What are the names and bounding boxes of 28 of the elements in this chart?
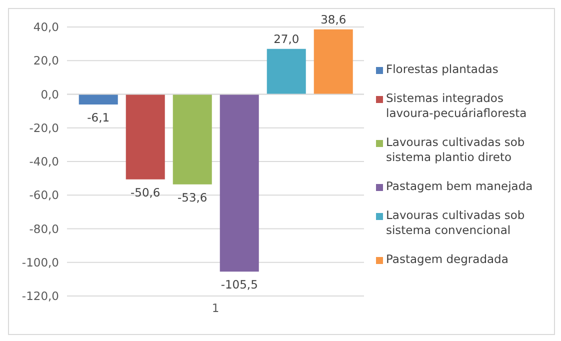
legend-label: Pastagem degradada (386, 252, 508, 267)
data-label: -53,6 (177, 190, 208, 204)
data-label: -50,6 (130, 185, 160, 200)
y-tick-label: 20,0 (33, 54, 59, 68)
legend-label: Florestas plantadas (386, 62, 498, 77)
data-label: -6,1 (87, 110, 110, 125)
x-tick-label: 1 (212, 301, 220, 316)
y-tick-label: -40,0 (29, 154, 59, 169)
y-tick-label: -120,0 (22, 289, 59, 304)
y-tick-label: 0,0 (40, 87, 59, 102)
legend-label: Lavouras cultivadas sob sistema convencional (386, 208, 526, 238)
y-tick-label: 40,0 (33, 20, 59, 34)
y-tick-label: -80,0 (29, 222, 59, 236)
legend-label: Sistemas integrados lavoura-pecuáriafloresta (386, 91, 528, 121)
bar (126, 94, 165, 180)
bar (266, 48, 306, 94)
bar (172, 94, 212, 184)
y-tick-label: -100,0 (22, 255, 59, 270)
bar (314, 29, 353, 94)
data-label: -105,5 (220, 278, 258, 292)
bar (78, 94, 118, 105)
legend-label: Lavouras cultivadas sob sistema plantio direto (386, 135, 526, 165)
legend-label: Pastagem bem manejada (386, 179, 533, 194)
y-tick-label: -60,0 (29, 188, 59, 202)
data-label: 27,0 (274, 32, 300, 46)
data-label: 38,6 (320, 12, 346, 26)
y-tick-label: -20,0 (29, 120, 59, 135)
bar (220, 94, 259, 272)
